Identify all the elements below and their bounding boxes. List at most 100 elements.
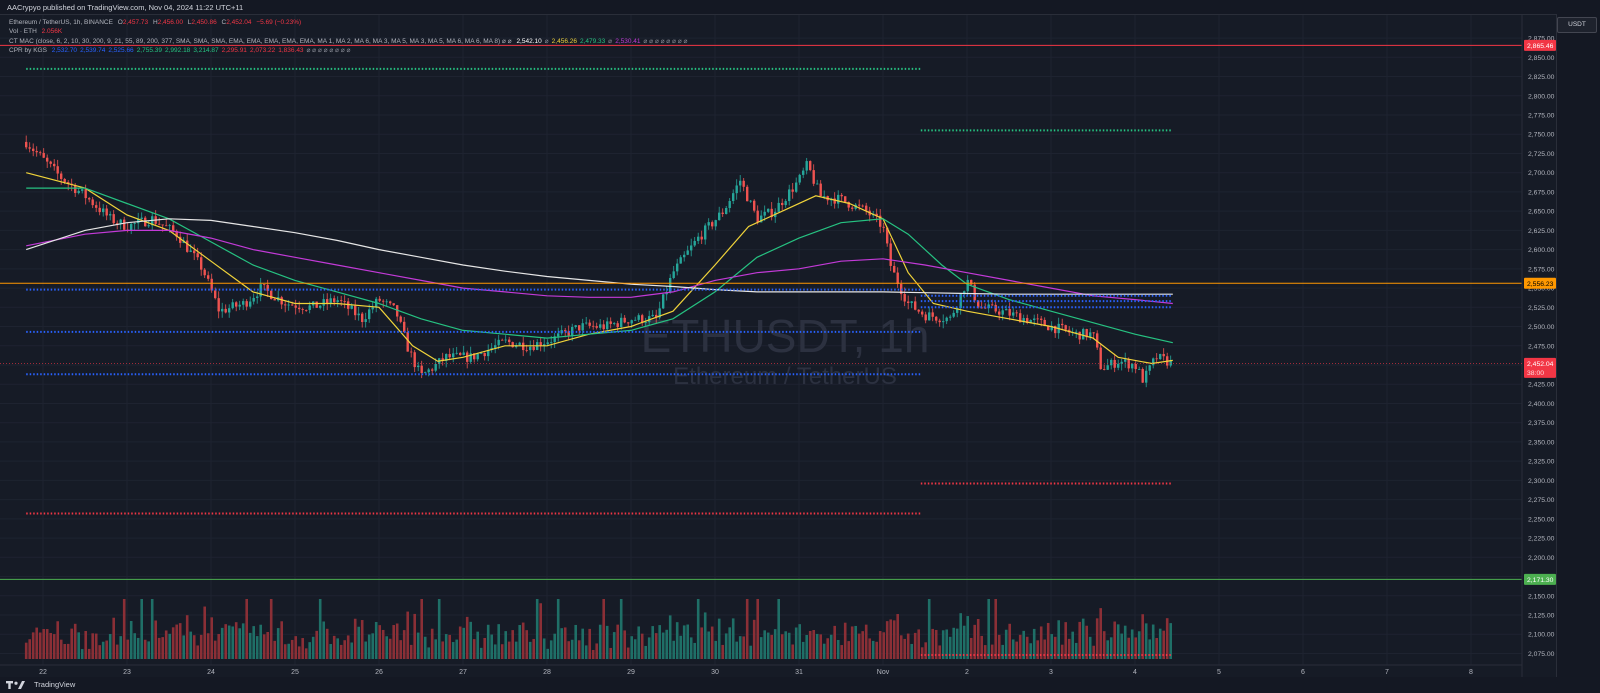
volume-bar	[602, 599, 605, 659]
moving-average-line	[26, 218, 1173, 295]
volume-bar	[962, 625, 966, 659]
candle-body	[1089, 332, 1092, 338]
price-tick-label: 2,575.00	[1528, 266, 1555, 273]
candle-body	[921, 311, 924, 315]
volume-bar	[756, 599, 759, 659]
candle-body	[704, 225, 707, 240]
candle-body	[427, 369, 430, 373]
footer-brand[interactable]: TradingView	[34, 680, 76, 689]
watermark-name: Ethereum / TetherUS	[673, 363, 897, 390]
volume-bar	[581, 628, 584, 659]
symbol-title[interactable]: Ethereum / TetherUS, 1h, BINANCE	[9, 19, 113, 26]
cpr-label[interactable]: CPR by KGS	[9, 46, 47, 54]
candle-body	[196, 253, 199, 258]
candle-body	[186, 240, 189, 252]
candle-body	[322, 299, 325, 306]
candle-body	[1141, 369, 1144, 383]
candle-body	[732, 193, 735, 202]
ctmac-value-3: 2,479.33	[579, 37, 606, 45]
candle-body	[634, 319, 637, 321]
candle-body	[210, 278, 213, 291]
candle-body	[494, 345, 497, 348]
volume-bar	[108, 633, 112, 659]
candle-body	[1138, 369, 1141, 370]
volume-bar	[1039, 626, 1043, 659]
volume-bar	[1137, 631, 1141, 659]
candle-body	[1169, 360, 1172, 366]
candle-body	[928, 312, 931, 321]
volume-bar	[129, 620, 133, 659]
candle-body	[91, 199, 94, 206]
volume-bar	[84, 631, 87, 659]
volume-bar	[1085, 625, 1088, 659]
volume-bar	[245, 599, 248, 659]
volume-bar	[731, 618, 735, 659]
candle-body	[907, 301, 910, 303]
volume-bar	[224, 624, 227, 659]
candle-body	[627, 322, 630, 324]
volume-bar	[700, 627, 703, 659]
candle-body	[756, 210, 759, 223]
volume-bar	[1099, 608, 1102, 659]
volume-bar	[59, 639, 63, 659]
volume-bar	[210, 617, 213, 659]
volume-bar	[269, 599, 273, 659]
candle-body	[686, 250, 689, 255]
volume-label[interactable]: Vol · ETH	[9, 28, 37, 36]
volume-bar	[868, 638, 871, 659]
volume-bar	[1095, 618, 1099, 659]
volume-bar	[945, 629, 948, 659]
change-value: −5.69 (−0.23%)	[256, 19, 302, 26]
volume-bar	[1162, 630, 1165, 659]
volume-bar	[66, 643, 70, 659]
price-tick-label: 2,250.00	[1528, 516, 1555, 523]
volume-bar	[1057, 620, 1060, 659]
volume-bar	[119, 636, 122, 659]
volume-bar	[815, 633, 819, 659]
volume-bar	[322, 621, 325, 659]
volume-bar	[584, 645, 588, 659]
candle-body	[672, 271, 675, 278]
candle-body	[823, 196, 826, 197]
ctmac-label[interactable]: CT MAC (close, 6, 2, 10, 30, 200, 9, 21,…	[9, 37, 512, 45]
currency-button[interactable]: USDT	[1557, 17, 1597, 33]
candle-body	[581, 323, 584, 331]
candle-body	[301, 309, 304, 310]
volume-bar	[182, 635, 185, 659]
candle-body	[525, 350, 528, 351]
candle-body	[238, 304, 241, 307]
candle-body	[630, 320, 633, 324]
candle-body	[53, 163, 56, 167]
candle-body	[609, 321, 612, 324]
volume-bar	[497, 624, 500, 659]
candle-body	[550, 342, 553, 343]
volume-bar	[441, 641, 444, 659]
volume-bar	[892, 620, 896, 659]
candle-body	[952, 312, 955, 317]
volume-bar	[763, 630, 766, 659]
candle-body	[949, 316, 952, 318]
candle-body	[903, 294, 906, 302]
time-tick-label: 24	[207, 669, 215, 676]
candle-body	[434, 363, 437, 371]
volume-bar	[560, 628, 563, 659]
candle-body	[784, 201, 787, 206]
price-tag-label: 2,171.30	[1527, 577, 1554, 584]
candle-body	[1092, 332, 1095, 334]
candle-body	[133, 223, 136, 224]
volume-bar	[430, 628, 434, 659]
chart-area[interactable]: ETHUSDT, 1h Ethereum / TetherUS 2,875.00 2,…	[0, 14, 1557, 677]
candle-body	[557, 333, 560, 337]
volume-bar	[836, 639, 840, 659]
low-value: 2,450.86	[191, 19, 217, 26]
price-tick-label: 2,700.00	[1528, 170, 1555, 177]
volume-bar	[612, 632, 616, 659]
candle-body	[938, 320, 941, 323]
cpr-value-4: 2,992.18	[165, 46, 191, 54]
cpr-value-9: ⌀ ⌀ ⌀ ⌀ ⌀ ⌀ ⌀ ⌀	[306, 46, 351, 54]
tradingview-logo-icon[interactable]	[6, 680, 30, 690]
volume-bar	[234, 622, 238, 659]
price-tick-label: 2,100.00	[1528, 632, 1555, 639]
candle-body	[294, 305, 297, 308]
